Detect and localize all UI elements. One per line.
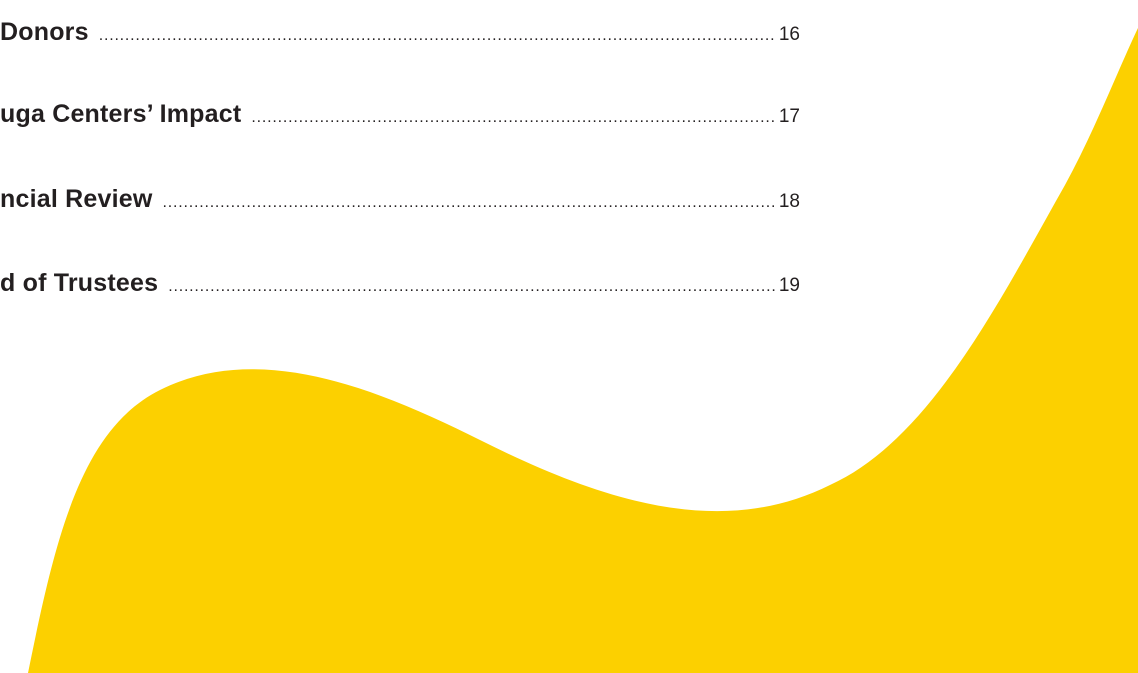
toc-title: uga Centers’ Impact (0, 100, 242, 128)
leader-dots: ........................................… (98, 27, 775, 44)
toc-title: Donors (0, 18, 89, 46)
wave-shape (28, 28, 1138, 673)
toc-page-number: 18 (778, 191, 800, 212)
toc-title: ncial Review (0, 185, 153, 213)
toc-page-number: 16 (778, 24, 800, 45)
toc-title: d of Trustees (0, 269, 159, 297)
toc-page-number: 19 (778, 275, 800, 296)
toc-page-number: 17 (778, 106, 800, 127)
leader-dots: ........................................… (168, 278, 775, 295)
toc-entry-donors[interactable]: Donors .................................… (0, 18, 800, 54)
leader-dots: ........................................… (251, 109, 775, 126)
toc-entry-board-of-trustees[interactable]: d of Trustees ..........................… (0, 269, 800, 305)
toc-entry-centers-impact[interactable]: uga Centers’ Impact ....................… (0, 100, 800, 136)
leader-dots: ........................................… (162, 194, 775, 211)
toc-entry-financial-review[interactable]: ncial Review ...........................… (0, 185, 800, 221)
